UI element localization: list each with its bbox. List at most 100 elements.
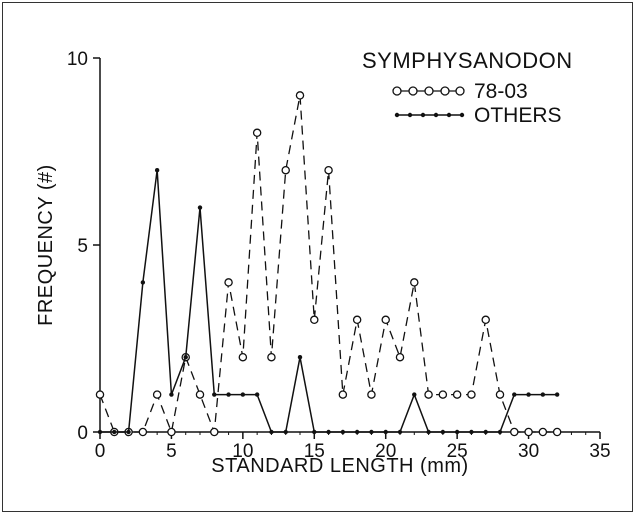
data-point-others <box>497 429 503 435</box>
data-point-others <box>469 429 474 435</box>
data-point-78-03 <box>352 315 362 325</box>
y-tick-label: 0 <box>77 423 88 444</box>
data-point-others <box>540 392 546 397</box>
data-point-78-03 <box>295 91 305 100</box>
data-point-78-03 <box>438 390 448 399</box>
data-point-78-03 <box>167 427 176 437</box>
data-point-78-03 <box>410 278 419 287</box>
data-point-others <box>269 429 274 435</box>
data-point-others <box>169 392 174 397</box>
series-line-others <box>100 170 558 433</box>
data-point-others <box>369 429 374 435</box>
data-point-78-03 <box>467 390 476 399</box>
legend-item-78-03 <box>392 86 465 96</box>
data-point-others <box>454 429 460 435</box>
data-point-others <box>326 429 331 435</box>
legend: 78-03 OTHERS <box>392 80 562 127</box>
legend-marker-others <box>433 112 439 118</box>
data-point-78-03 <box>252 128 262 138</box>
legend-marker-others <box>407 112 413 118</box>
chart-frame <box>2 2 633 512</box>
data-point-78-03 <box>395 352 405 362</box>
x-tick-label: 30 <box>518 441 539 462</box>
data-point-others <box>440 429 446 435</box>
data-point-78-03 <box>210 427 219 437</box>
data-point-78-03 <box>495 390 505 399</box>
x-tick-label: 15 <box>304 441 325 462</box>
legend-marker-others <box>420 112 426 118</box>
series-line-78-03 <box>99 95 558 435</box>
legend-marker-78-03 <box>440 86 450 96</box>
data-point-others <box>126 429 131 435</box>
data-point-78-03 <box>338 390 348 399</box>
data-point-78-03 <box>381 315 390 325</box>
data-point-others <box>212 392 217 397</box>
data-point-78-03 <box>95 390 105 399</box>
data-point-others <box>483 429 488 435</box>
series-78-03 <box>95 91 562 437</box>
y-tick-label: 10 <box>67 49 88 70</box>
data-point-others <box>297 355 303 360</box>
x-tick-label: 5 <box>166 441 177 462</box>
data-point-78-03 <box>281 165 290 175</box>
data-point-78-03 <box>224 278 233 287</box>
data-point-others <box>426 429 431 435</box>
data-point-others <box>197 205 203 210</box>
legend-item-others <box>394 112 465 118</box>
x-tick-label: 10 <box>232 441 253 462</box>
chart-title: SYMPHYSANODON <box>362 48 573 73</box>
data-point-78-03 <box>267 352 276 362</box>
legend-marker-others <box>459 112 465 118</box>
data-point-78-03 <box>524 427 533 437</box>
legend-marker-78-03 <box>424 86 434 96</box>
data-point-78-03 <box>310 315 319 325</box>
data-point-others <box>226 392 231 397</box>
data-point-78-03 <box>424 390 433 399</box>
data-point-others <box>554 392 560 397</box>
data-point-others <box>354 429 360 435</box>
y-axis-label: FREQUENCY (#) <box>35 164 57 326</box>
data-point-others <box>383 429 388 435</box>
x-axis-label: STANDARD LENGTH (mm) <box>211 455 468 477</box>
data-point-others <box>240 392 246 397</box>
x-tick-label: 20 <box>375 441 396 462</box>
data-point-78-03 <box>138 427 148 437</box>
legend-marker-others <box>446 112 452 118</box>
data-point-78-03 <box>538 427 548 437</box>
data-point-others <box>340 429 346 435</box>
data-point-78-03 <box>367 390 376 399</box>
data-point-others <box>154 168 160 173</box>
legend-label-others: OTHERS <box>474 104 562 127</box>
data-point-78-03 <box>195 390 205 399</box>
data-point-others <box>312 429 317 435</box>
legend-label-78-03: 78-03 <box>474 80 528 103</box>
data-point-others <box>397 429 403 435</box>
data-point-others <box>140 280 146 285</box>
series-others <box>97 168 560 435</box>
axes: 0 5 10 15 20 25 30 35 0 5 10 <box>67 49 611 462</box>
legend-marker-78-03 <box>455 86 465 96</box>
legend-marker-78-03 <box>392 86 402 96</box>
data-point-others <box>526 392 531 397</box>
data-point-78-03 <box>238 352 248 362</box>
data-point-others <box>112 429 117 435</box>
data-point-78-03 <box>510 427 519 437</box>
legend-marker-78-03 <box>408 86 418 96</box>
data-point-78-03 <box>452 390 462 399</box>
data-point-others <box>97 429 103 435</box>
data-point-others <box>412 392 417 397</box>
data-point-78-03 <box>552 427 562 437</box>
legend-marker-others <box>394 112 400 118</box>
data-point-78-03 <box>481 315 490 325</box>
data-point-others <box>283 429 288 435</box>
data-point-others <box>512 392 517 397</box>
x-tick-label: 25 <box>447 441 468 462</box>
data-point-78-03 <box>152 390 162 399</box>
data-point-others <box>254 392 260 397</box>
data-point-others <box>183 355 188 360</box>
x-tick-label: 0 <box>95 441 106 462</box>
x-tick-label: 35 <box>589 441 610 462</box>
y-tick-label: 5 <box>77 236 88 257</box>
data-point-78-03 <box>324 165 333 175</box>
